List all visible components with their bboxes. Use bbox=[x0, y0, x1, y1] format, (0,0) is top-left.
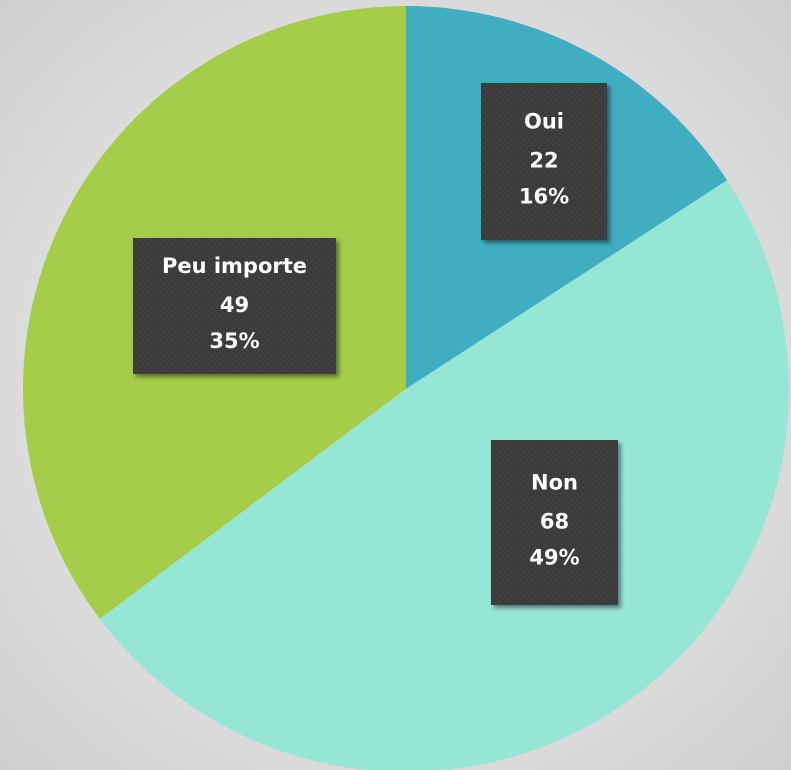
category-label: Non bbox=[531, 471, 578, 495]
label-box bbox=[491, 440, 618, 605]
percent-label: 49% bbox=[529, 546, 579, 570]
value-label: 49 bbox=[220, 293, 249, 317]
percent-label: 35% bbox=[209, 329, 259, 353]
slices bbox=[23, 6, 789, 770]
value-label: 22 bbox=[529, 149, 558, 173]
label-box bbox=[481, 83, 607, 240]
pie-slice bbox=[99, 180, 789, 770]
label-box bbox=[133, 238, 336, 374]
percent-label: 16% bbox=[519, 185, 569, 209]
category-label: Oui bbox=[524, 110, 564, 134]
category-label: Peu importe bbox=[162, 254, 307, 278]
labels: Oui 22 16% Non 68 49% Peu importe 49 35% bbox=[133, 83, 618, 605]
value-label: 68 bbox=[540, 510, 569, 534]
